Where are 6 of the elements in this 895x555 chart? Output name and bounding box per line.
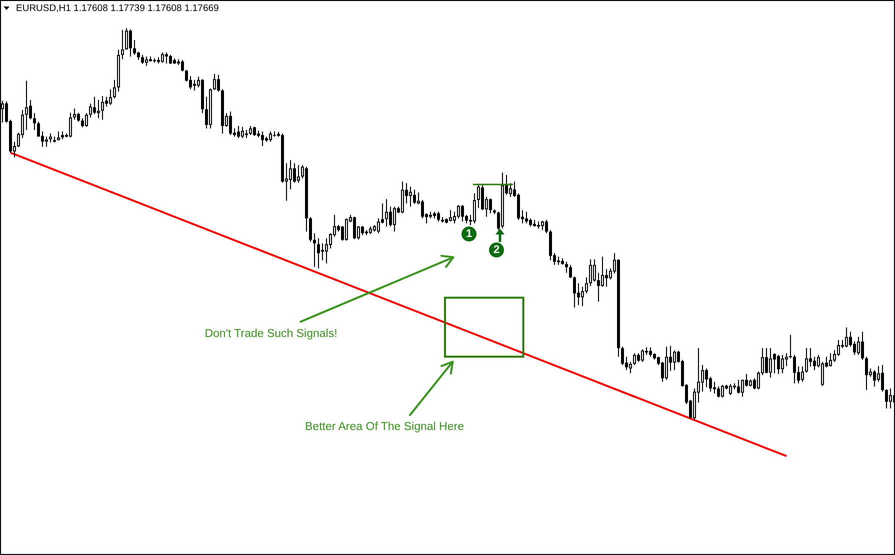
chart-title: EURUSD,H1 1.17608 1.17739 1.17608 1.17669 <box>16 3 219 15</box>
candlestick <box>789 334 792 358</box>
candlestick <box>313 233 316 267</box>
annotation: Don't Trade Such Signals! <box>204 326 338 340</box>
candlestick <box>321 243 324 260</box>
text: Better Area Of The Signal Here <box>305 420 464 434</box>
